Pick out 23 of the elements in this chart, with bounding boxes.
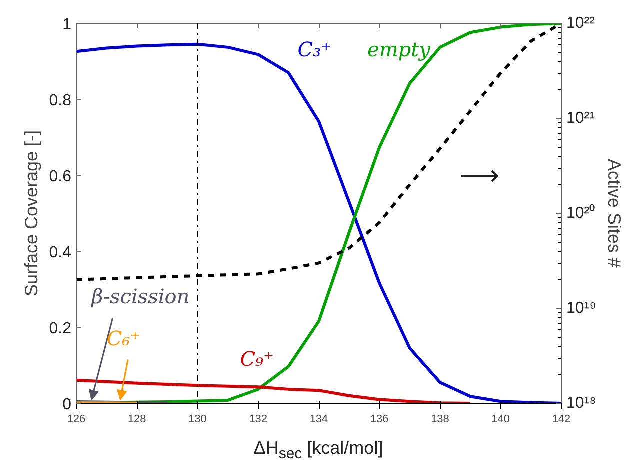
y-tick-label: 0.4	[49, 244, 72, 262]
x-tick-label: 138	[431, 414, 450, 426]
x-axis-title: ΔH$_{sec}$ [kcal/mol]	[254, 437, 384, 465]
y2-axis-title: Active Sites #	[604, 158, 624, 268]
x-tick-label: 134	[310, 414, 328, 426]
y2-tick-label: 10²¹	[566, 110, 595, 127]
x-tick-label: 128	[128, 414, 146, 426]
y2-tick-label: 10²²	[566, 15, 596, 32]
y-tick-label: 1	[62, 16, 72, 34]
x-tick-label: 136	[370, 414, 389, 426]
x-tick-label: 130	[188, 414, 207, 426]
y2-tick-label: 10¹⁹	[566, 300, 596, 317]
x-tick-label: 140	[492, 414, 510, 426]
y2-tick-label: 10²⁰	[566, 204, 596, 222]
x-tick-label: 132	[249, 414, 268, 426]
y-axis-title: Surface Coverage [-]	[21, 130, 42, 297]
y2-tick-label: 10¹⁸	[566, 395, 596, 412]
y-tick-label: 0	[62, 396, 72, 414]
y-tick-label: 0.6	[49, 168, 72, 186]
y-tick-label: 0.2	[49, 320, 72, 338]
x-tick-label: 142	[552, 414, 571, 426]
y-tick-label: 0.8	[49, 92, 72, 110]
x-tick-label: 126	[67, 414, 86, 426]
